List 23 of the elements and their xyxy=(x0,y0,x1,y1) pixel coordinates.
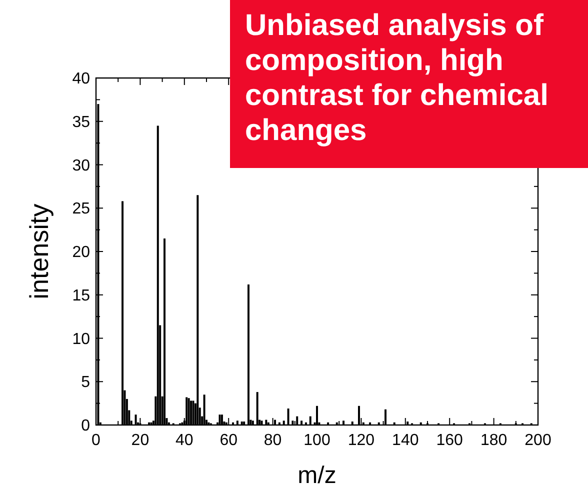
x-tick-label: 20 xyxy=(131,432,150,449)
y-tick-label: 30 xyxy=(72,157,90,174)
x-tick-label: 120 xyxy=(348,432,375,449)
x-tick-label: 0 xyxy=(92,432,101,449)
y-tick-label: 10 xyxy=(72,330,90,348)
x-tick-label: 180 xyxy=(480,432,508,449)
y-tick-label: 40 xyxy=(72,70,90,88)
y-tick-label: 20 xyxy=(72,244,90,262)
x-tick-label: 100 xyxy=(304,432,330,449)
y-axis-title: intensity xyxy=(24,204,54,300)
x-tick-label: 140 xyxy=(392,432,419,449)
y-tick-label: 15 xyxy=(72,287,90,304)
x-tick-label: 80 xyxy=(264,432,282,449)
x-tick-label: 40 xyxy=(176,432,194,449)
callout-box: Unbiased analysis of composition, high contrast for chemical changes xyxy=(230,0,588,168)
x-axis-title: m/z xyxy=(298,462,336,489)
x-tick-label: 160 xyxy=(436,432,464,449)
x-tick-label: 200 xyxy=(524,432,552,449)
x-tick-label: 60 xyxy=(220,432,238,449)
y-tick-label: 5 xyxy=(81,374,90,392)
y-tick-label: 35 xyxy=(72,114,90,131)
y-tick-label: 25 xyxy=(72,200,90,218)
y-tick-label: 0 xyxy=(81,418,90,435)
